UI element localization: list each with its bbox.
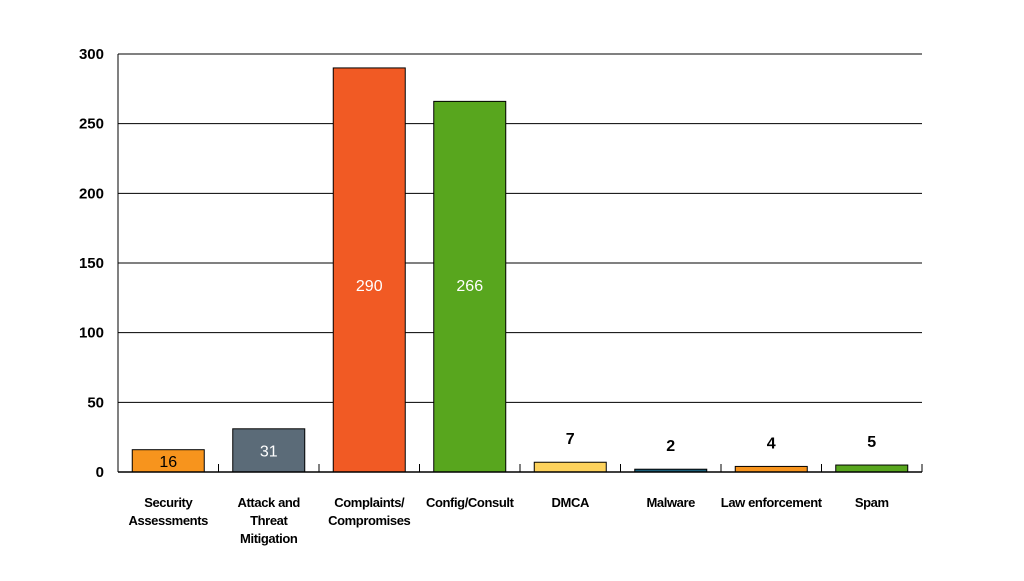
data-label: 31 (260, 443, 278, 460)
x-category-label: Complaints/Compromises (328, 495, 410, 528)
bar-7 (734, 465, 808, 473)
data-label: 16 (159, 454, 177, 471)
data-label: 290 (356, 278, 383, 295)
y-tick-label: 150 (79, 255, 104, 272)
data-label: 266 (456, 278, 483, 295)
bar-3 (332, 67, 406, 473)
y-tick-label: 50 (87, 394, 104, 411)
bar-8 (835, 464, 909, 473)
x-category-label: Spam (855, 495, 889, 510)
y-tick-label: 200 (79, 185, 104, 202)
data-label: 2 (666, 438, 675, 455)
y-tick-label: 0 (96, 464, 104, 481)
x-category-label: Attack and Threat Mitigation (238, 495, 301, 546)
data-label: 5 (867, 434, 876, 451)
data-label: 7 (566, 431, 575, 448)
y-tick-label: 300 (79, 46, 104, 63)
x-category-label: Config/Consult (426, 495, 515, 510)
bar-5 (533, 461, 607, 473)
x-category-label: DMCA (552, 495, 590, 510)
data-label: 4 (767, 435, 776, 452)
x-category-label: Law enforcement (721, 495, 823, 510)
bar-2 (232, 428, 306, 473)
bar-4 (433, 100, 507, 473)
x-category-label: Malware (646, 495, 695, 510)
x-category-label: Security Assessments (129, 495, 209, 528)
y-tick-label: 100 (79, 325, 104, 342)
y-tick-label: 250 (79, 116, 104, 133)
